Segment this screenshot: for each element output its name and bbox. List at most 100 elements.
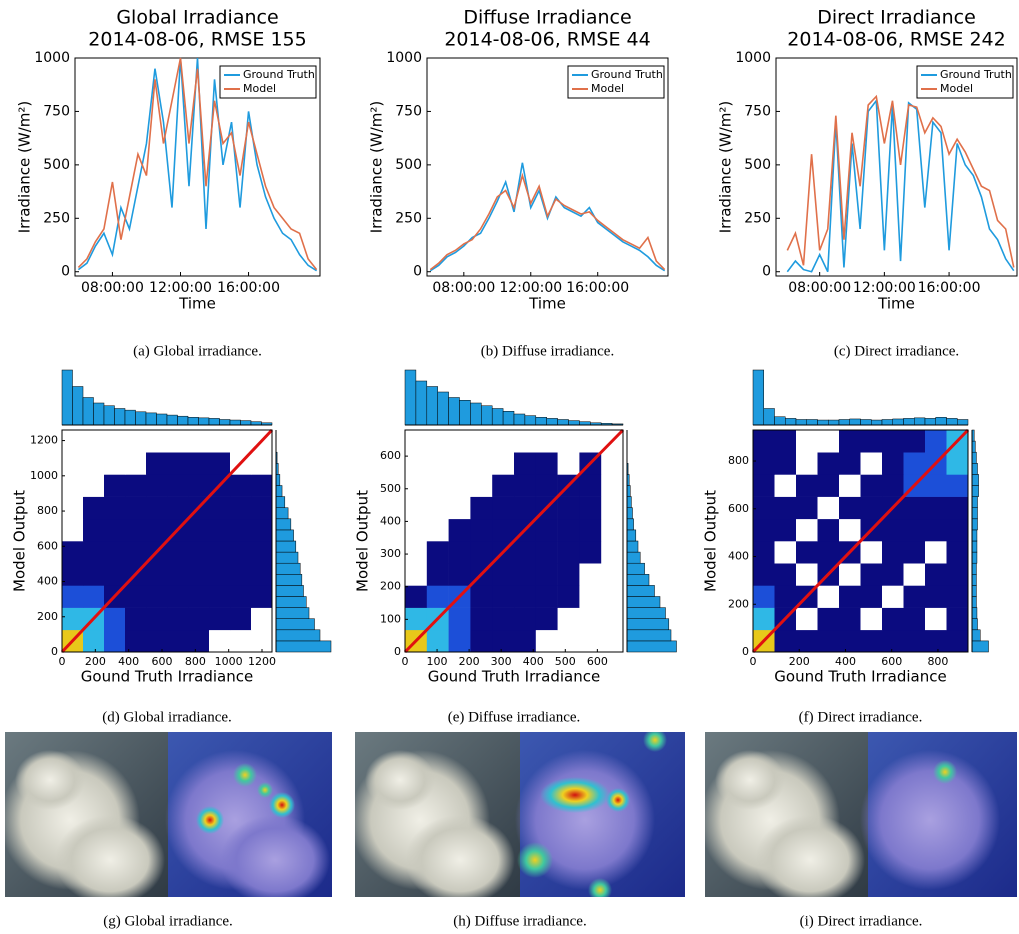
- heat-cell: [62, 474, 84, 497]
- histogram-bar: [275, 551, 299, 564]
- heat-cell: [796, 541, 818, 564]
- x-tick-label: 800: [185, 655, 206, 668]
- x-tick-label: 600: [152, 655, 173, 668]
- heat-cell: [946, 541, 969, 564]
- histogram-bar: [957, 419, 969, 426]
- y-tick-label: 250: [395, 210, 422, 226]
- heat-cell: [817, 518, 840, 542]
- heat-cell: [188, 629, 210, 653]
- heat-cell: [839, 585, 861, 608]
- heat-cell: [514, 563, 537, 586]
- legend-label: Model: [940, 82, 973, 95]
- x-tick-label: 200: [459, 655, 480, 668]
- heat-cell: [753, 474, 775, 497]
- histogram-bar: [275, 640, 332, 653]
- y-axis-label: Irradiance (W/m²): [368, 101, 386, 234]
- histogram-bar: [156, 413, 168, 426]
- heat-cell: [426, 430, 449, 453]
- histogram-bar: [72, 386, 84, 426]
- heat-cell: [882, 563, 904, 586]
- heat-cell: [903, 496, 926, 520]
- histogram-bar: [971, 640, 989, 653]
- heat-cell: [579, 518, 602, 542]
- heat-cell: [601, 585, 624, 608]
- heat-cell: [209, 518, 231, 542]
- heat-cell: [882, 607, 904, 631]
- heat-cell: [470, 430, 493, 453]
- heat-cell: [601, 607, 624, 631]
- image-pair: [5, 732, 332, 897]
- heat-cell: [83, 541, 105, 564]
- heat-cell: [946, 607, 969, 631]
- x-tick-label: 800: [927, 655, 948, 668]
- y-tick-label: 1200: [30, 434, 58, 447]
- histogram-bar: [971, 451, 977, 464]
- heat-cell: [903, 629, 926, 653]
- heat-cell: [405, 518, 428, 542]
- heat-cell: [492, 563, 515, 586]
- x-tick-label: 100: [427, 655, 448, 668]
- heat-cell: [535, 563, 558, 586]
- heat-cell: [209, 607, 231, 631]
- histogram-bar: [871, 419, 883, 426]
- heat-cell: [62, 541, 84, 564]
- heat-cell: [125, 452, 147, 475]
- histogram-bar: [275, 607, 310, 619]
- heat-cell: [946, 585, 969, 608]
- heat-cell: [426, 563, 449, 586]
- heat-cell: [230, 430, 252, 453]
- heat-cell: [817, 629, 840, 653]
- image-pair: [705, 732, 1017, 897]
- heat-cell: [535, 430, 558, 453]
- heat-cell: [167, 607, 189, 631]
- heat-cell: [817, 496, 840, 520]
- heat-cell: [167, 452, 189, 475]
- heat-cell: [925, 563, 947, 586]
- heat-cell: [104, 518, 126, 542]
- heat-cell: [251, 496, 273, 520]
- heat-cell: [557, 629, 580, 653]
- legend-box: [567, 65, 665, 99]
- plot-frame: [775, 57, 1018, 277]
- histogram-bar: [849, 418, 861, 426]
- histogram-bar: [626, 640, 677, 653]
- heat-cell: [426, 474, 449, 497]
- heat-cell: [230, 563, 252, 586]
- y-tick-label: 200: [728, 597, 749, 610]
- y-tick-label: 400: [380, 514, 401, 527]
- heat-cell: [817, 474, 840, 497]
- heat-cell: [167, 474, 189, 497]
- histogram-bar: [513, 413, 526, 426]
- histogram-bar: [415, 380, 428, 426]
- heat-cell: [860, 496, 883, 520]
- heat-cell: [557, 563, 580, 586]
- legend-label: Model: [591, 82, 624, 95]
- x-tick-label: 0: [402, 655, 409, 668]
- x-tick-label: 08:00:00: [788, 280, 851, 296]
- plot-frame: [752, 429, 969, 653]
- identity-line: [60, 428, 274, 654]
- heat-cell: [62, 518, 84, 542]
- x-axis-label: Time: [528, 295, 566, 313]
- heat-cell: [557, 496, 580, 520]
- heat-cell: [817, 430, 840, 453]
- heat-cell: [882, 474, 904, 497]
- heat-cell: [251, 541, 273, 564]
- y-tick-label: 0: [762, 264, 771, 280]
- y-tick-label: 0: [61, 264, 70, 280]
- heat-cell: [104, 541, 126, 564]
- series-line: [786, 98, 1015, 273]
- histogram-bar: [275, 540, 297, 553]
- heat-cell: [104, 430, 126, 453]
- histogram-bar: [535, 417, 547, 426]
- heat-cell: [796, 518, 818, 542]
- plot-frame: [426, 57, 669, 277]
- heat-cell: [405, 563, 428, 586]
- heat-cell: [579, 474, 602, 497]
- heat-cell: [83, 430, 105, 453]
- y-axis-label: Irradiance (W/m²): [717, 101, 735, 234]
- heat-cell: [796, 430, 818, 453]
- x-tick-label: 400: [835, 655, 856, 668]
- heat-cell: [125, 607, 147, 631]
